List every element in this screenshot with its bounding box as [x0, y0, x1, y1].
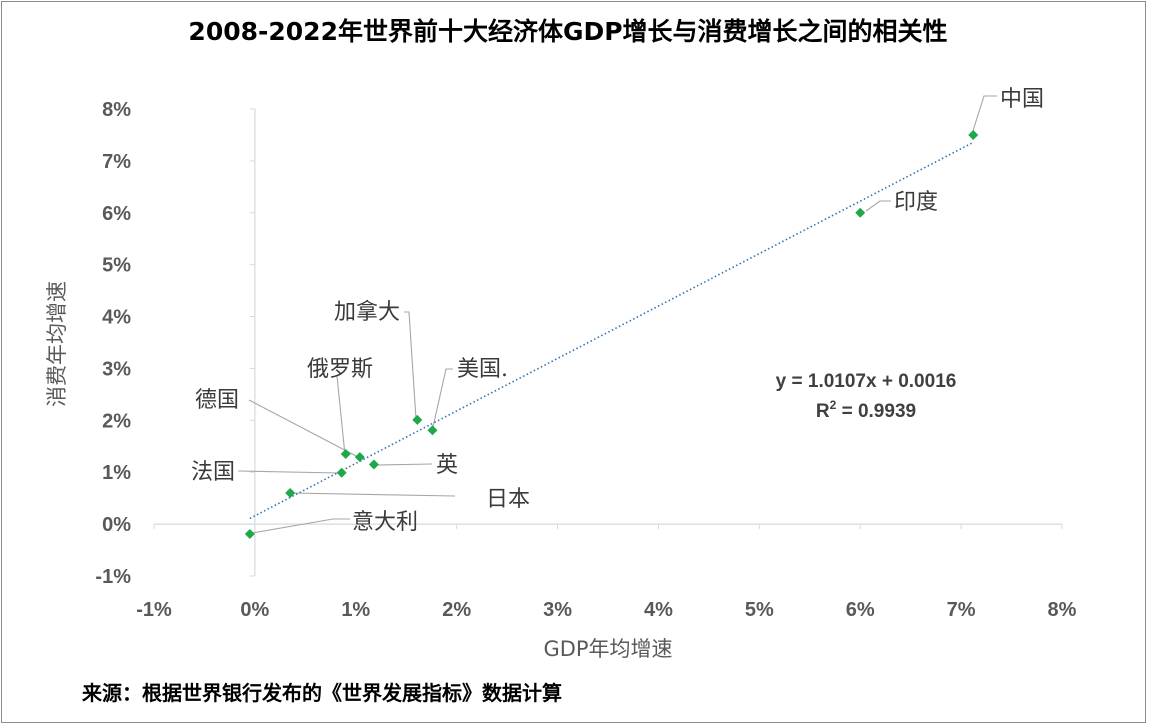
y-tick-label: 2%	[102, 410, 131, 432]
chart-title: 2008-2022年世界前十大经济体GDP增长与消费增长之间的相关性	[188, 17, 947, 46]
point-label: 意大利	[352, 510, 418, 535]
data-point	[368, 459, 379, 470]
label-leader-lines	[237, 95, 997, 534]
point-label: 中国	[1000, 87, 1044, 112]
y-tick-label: -1%	[95, 566, 131, 588]
x-tick-label: 1%	[341, 599, 370, 621]
y-tick-label: 7%	[102, 151, 131, 173]
data-point	[354, 452, 365, 463]
data-point	[336, 467, 347, 478]
y-tick-label: 6%	[102, 203, 131, 225]
x-tick-label: 2%	[442, 599, 471, 621]
point-label: 印度	[894, 190, 938, 215]
leader-line	[251, 518, 350, 534]
trendline	[249, 141, 974, 520]
data-point	[855, 207, 866, 218]
x-tick-label: 7%	[947, 599, 976, 621]
x-tick-label: 4%	[644, 599, 673, 621]
axes-group	[153, 108, 1063, 577]
tick-labels: -1% 0% 1% 2% 3% 4% 5% 6% 7% 8% -1% 0% 1% 2% 3% 4% 5% 6% 7%…	[95, 99, 1076, 621]
data-point	[412, 414, 423, 425]
leader-line	[248, 399, 359, 458]
data-point	[340, 449, 351, 460]
leader-line	[375, 463, 433, 466]
leader-line	[432, 368, 453, 428]
r-squared: R2 = 0.9939	[816, 398, 916, 422]
leader-line	[237, 470, 340, 474]
x-tick-label: 3%	[543, 599, 572, 621]
x-tick-label: 0%	[240, 599, 269, 621]
y-tick-label: 5%	[102, 255, 131, 277]
y-tick-label: 4%	[102, 307, 131, 329]
x-axis-title: GDP年均增速	[543, 637, 672, 661]
leader-line	[865, 200, 891, 212]
y-axis-title: 消费年均增速	[45, 281, 69, 407]
x-tick-label: 8%	[1048, 599, 1077, 621]
leader-line	[971, 95, 997, 135]
data-points	[244, 129, 979, 539]
leader-line	[290, 492, 456, 497]
point-label: 英	[436, 453, 458, 478]
point-label: 日本	[486, 487, 530, 512]
point-label: 法国	[191, 460, 235, 485]
data-point	[968, 129, 979, 140]
trendline-group	[249, 141, 974, 520]
leader-line	[336, 375, 346, 456]
y-tick-label: 3%	[102, 358, 131, 380]
regression-equation: y = 1.0107x + 0.0016	[776, 371, 957, 392]
point-label: 加拿大	[334, 299, 400, 325]
y-tick-label: 0%	[102, 514, 131, 536]
point-label: 俄罗斯	[307, 357, 373, 382]
y-tick-label: 8%	[102, 99, 131, 121]
x-tick-label: -1%	[136, 599, 172, 621]
point-label: 德国	[195, 388, 239, 413]
data-point	[244, 528, 255, 539]
source-note: 来源：根据世界银行发布的《世界发展指标》数据计算	[81, 681, 562, 705]
data-point	[285, 487, 296, 498]
y-tick-label: 1%	[102, 462, 131, 484]
data-point	[427, 425, 438, 436]
x-tick-label: 5%	[745, 599, 774, 621]
leader-line	[404, 311, 417, 420]
x-tick-label: 6%	[846, 599, 875, 621]
point-label: 美国.	[457, 357, 508, 382]
